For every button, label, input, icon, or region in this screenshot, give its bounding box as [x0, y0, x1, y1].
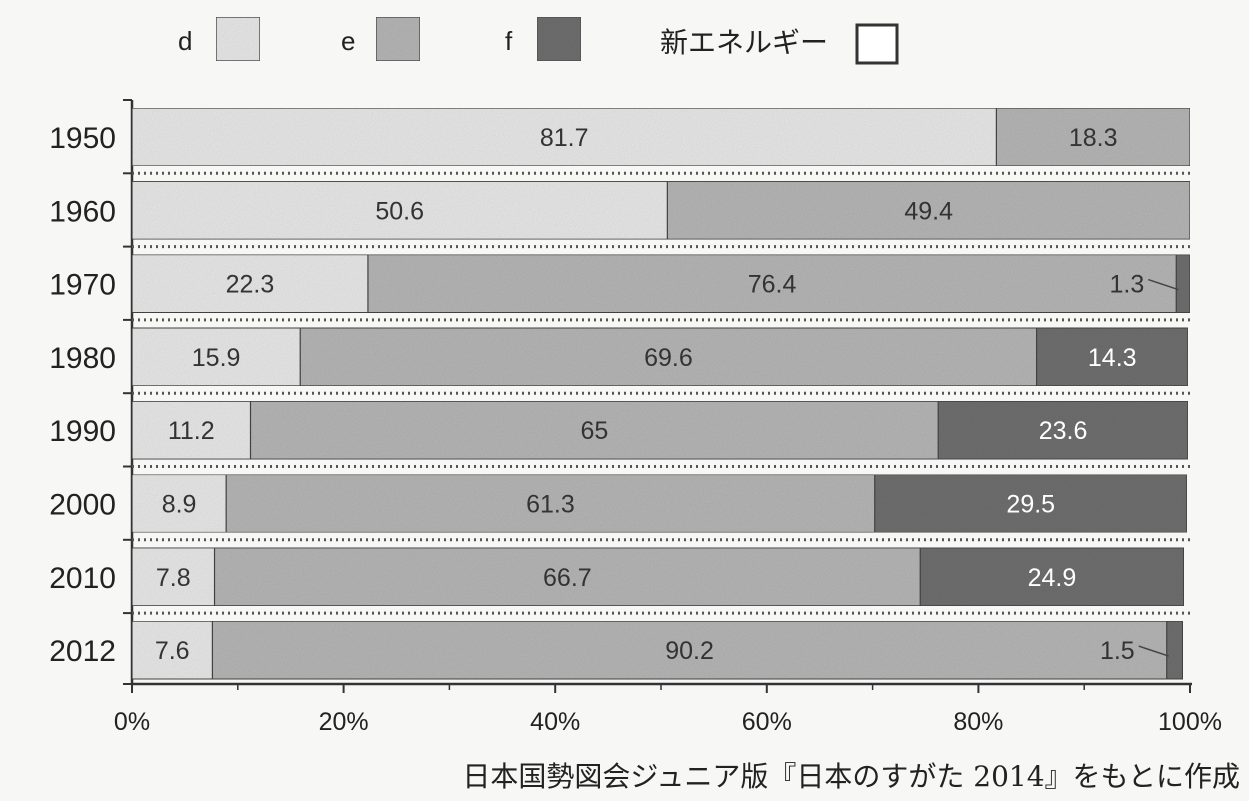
data-label: 23.6 — [1039, 417, 1088, 445]
source-note: 日本国勢図会ジュニア版『日本のすがた 2014』をもとに作成 — [462, 760, 1240, 793]
bar-segment-e — [299, 327, 1038, 387]
bar-segment-e — [211, 620, 1168, 680]
year-label: 2000 — [49, 489, 116, 522]
data-label: 1.3 — [1109, 271, 1144, 299]
bar-segment-d — [131, 180, 668, 240]
legend-label-d: d — [178, 26, 192, 56]
data-label: 14.3 — [1088, 344, 1137, 372]
data-label-leader — [1148, 278, 1179, 291]
bar-segment-d — [131, 400, 252, 460]
bar-segment-e — [249, 400, 939, 460]
bar-segment-f — [1175, 254, 1191, 314]
legend-swatch-d — [215, 16, 261, 62]
legend-swatch-f — [536, 16, 582, 62]
data-label-leader — [1138, 645, 1169, 657]
bar-segment-d — [131, 254, 369, 314]
bar-segment-f — [919, 547, 1185, 607]
data-label: 15.9 — [192, 344, 241, 372]
bar-segment-d — [131, 547, 216, 607]
bar-segment-f — [874, 473, 1188, 534]
data-label: 61.3 — [526, 491, 575, 519]
bar-segment-e — [995, 107, 1191, 167]
year-label: 2010 — [49, 562, 116, 595]
data-label: 66.7 — [543, 564, 592, 592]
legend-swatch-e — [375, 16, 421, 62]
data-label: 24.9 — [1028, 564, 1077, 592]
legend-item-f: f — [505, 16, 582, 62]
legend: d e f 新エネルギー — [178, 16, 899, 65]
year-label: 2012 — [49, 635, 116, 668]
bar-segment-f — [937, 400, 1189, 460]
x-tick-label: 40% — [530, 708, 580, 736]
year-label: 1980 — [49, 342, 116, 375]
bar-segment-e — [666, 180, 1191, 240]
bar-segment-d — [131, 620, 214, 680]
legend-item-new-energy: 新エネルギー — [660, 23, 899, 65]
legend-swatch-new-energy — [855, 23, 899, 65]
data-label: 50.6 — [375, 197, 424, 225]
data-label: 81.7 — [540, 124, 589, 152]
data-label: 22.3 — [226, 271, 275, 299]
data-label: 90.2 — [665, 637, 714, 665]
bar-segment-e — [213, 547, 921, 607]
x-tick-label: 60% — [742, 708, 792, 736]
year-label: 1970 — [49, 269, 116, 302]
bar-segment-d — [131, 327, 301, 387]
legend-label-new-energy: 新エネルギー — [660, 26, 828, 59]
x-tick-label: 100% — [1158, 708, 1222, 736]
bar-segment-e — [225, 473, 876, 534]
bar-segment-d — [131, 473, 227, 534]
legend-item-e: e — [341, 16, 421, 62]
data-label: 76.4 — [748, 271, 797, 299]
plot-area: 0% 20% 40% 60% 80% 100% 1950 81.7 18.3 1960 50.6 49… — [49, 99, 1222, 736]
data-label: 18.3 — [1069, 124, 1118, 152]
legend-label-f: f — [505, 26, 513, 56]
x-tick-label: 80% — [953, 708, 1003, 736]
year-label: 1960 — [49, 195, 116, 228]
data-label: 65 — [580, 417, 608, 445]
bar-segment-f — [1035, 327, 1189, 387]
legend-item-d: d — [178, 16, 261, 62]
data-label: 69.6 — [644, 344, 693, 372]
data-label: 8.9 — [162, 491, 197, 519]
data-label: 49.4 — [904, 197, 953, 225]
bar-segment-f — [1166, 620, 1184, 680]
data-label: 11.2 — [168, 417, 215, 445]
x-tick-label: 0% — [114, 708, 150, 736]
year-label: 1990 — [49, 415, 116, 448]
data-label: 1.5 — [1100, 637, 1135, 665]
x-tick-label: 20% — [319, 708, 369, 736]
data-label: 29.5 — [1006, 491, 1055, 519]
data-label: 7.8 — [156, 564, 191, 592]
bar-segment-e — [367, 254, 1177, 314]
year-label: 1950 — [49, 122, 116, 155]
data-label: 7.6 — [155, 637, 190, 665]
legend-label-e: e — [341, 26, 355, 56]
